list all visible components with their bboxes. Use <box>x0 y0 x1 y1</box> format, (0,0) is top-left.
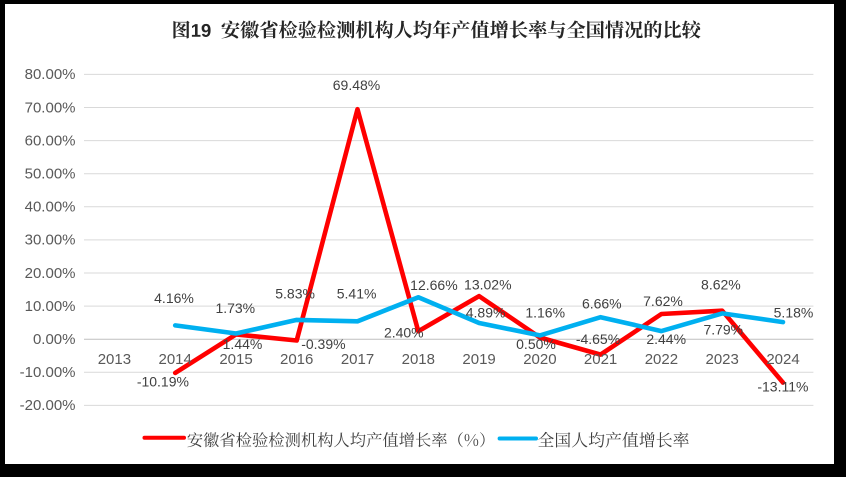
svg-text:-10.00%: -10.00% <box>20 364 76 381</box>
svg-text:7.62%: 7.62% <box>643 293 683 309</box>
svg-text:2015: 2015 <box>219 351 252 368</box>
svg-text:2023: 2023 <box>706 351 739 368</box>
svg-text:1.16%: 1.16% <box>525 304 565 320</box>
svg-text:30.00%: 30.00% <box>25 232 76 249</box>
svg-text:2020: 2020 <box>523 351 556 368</box>
svg-text:70.00%: 70.00% <box>25 99 76 116</box>
svg-text:-4.65%: -4.65% <box>576 331 620 347</box>
svg-text:2013: 2013 <box>98 351 131 368</box>
svg-text:12.66%: 12.66% <box>410 277 457 293</box>
svg-text:80.00%: 80.00% <box>25 66 76 83</box>
svg-text:20.00%: 20.00% <box>25 265 76 282</box>
svg-text:40.00%: 40.00% <box>25 199 76 216</box>
svg-text:5.83%: 5.83% <box>275 286 315 302</box>
svg-text:8.62%: 8.62% <box>701 277 741 293</box>
svg-text:2016: 2016 <box>280 351 313 368</box>
svg-text:10.00%: 10.00% <box>25 298 76 315</box>
svg-text:7.79%: 7.79% <box>703 321 743 337</box>
svg-text:0.50%: 0.50% <box>516 336 556 352</box>
svg-text:2.44%: 2.44% <box>646 331 686 347</box>
svg-text:2018: 2018 <box>402 351 435 368</box>
svg-text:5.41%: 5.41% <box>337 285 377 301</box>
svg-text:4.89%: 4.89% <box>466 305 506 321</box>
svg-text:69.48%: 69.48% <box>333 77 380 93</box>
svg-text:2021: 2021 <box>584 351 617 368</box>
svg-text:2017: 2017 <box>341 351 374 368</box>
svg-text:2024: 2024 <box>766 351 799 368</box>
svg-text:0.00%: 0.00% <box>33 331 76 348</box>
svg-text:1.44%: 1.44% <box>223 336 263 352</box>
svg-text:5.18%: 5.18% <box>774 305 814 321</box>
svg-text:2.40%: 2.40% <box>384 325 424 341</box>
svg-text:2014: 2014 <box>159 351 192 368</box>
svg-text:1.73%: 1.73% <box>215 300 255 316</box>
svg-text:2022: 2022 <box>645 351 678 368</box>
svg-text:-20.00%: -20.00% <box>20 397 76 414</box>
svg-text:4.16%: 4.16% <box>154 290 194 306</box>
svg-text:6.66%: 6.66% <box>582 296 622 312</box>
svg-text:60.00%: 60.00% <box>25 132 76 149</box>
svg-text:2019: 2019 <box>462 351 495 368</box>
svg-text:-0.39%: -0.39% <box>301 336 345 352</box>
svg-text:13.02%: 13.02% <box>464 276 511 292</box>
svg-text:50.00%: 50.00% <box>25 166 76 183</box>
svg-text:-13.11%: -13.11% <box>757 379 808 395</box>
svg-text:-10.19%: -10.19% <box>137 374 189 390</box>
